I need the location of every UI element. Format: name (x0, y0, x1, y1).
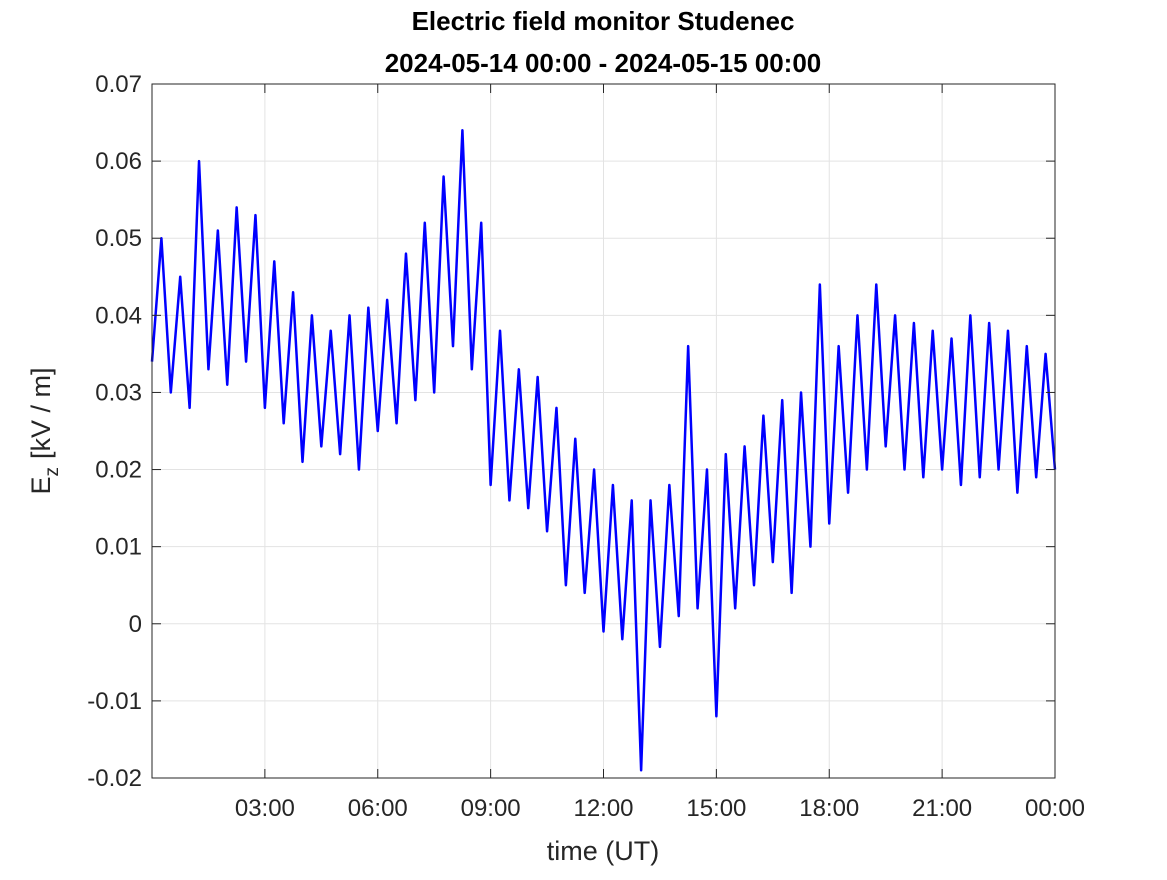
y-label-unit: [kV / m] (26, 367, 56, 459)
x-tick-label: 09:00 (461, 795, 521, 822)
y-tick-label: -0.02 (87, 765, 142, 792)
x-tick-label: 00:00 (1025, 795, 1085, 822)
x-tick-label: 18:00 (799, 795, 859, 822)
y-label-subscript: z (42, 467, 63, 477)
x-tick-label: 03:00 (235, 795, 295, 822)
chart-title: Electric field monitor Studenec (412, 6, 795, 36)
y-tick-label: 0.01 (95, 534, 142, 561)
y-tick-label: 0.04 (95, 302, 142, 329)
x-axis-label: time (UT) (547, 836, 659, 866)
y-tick-label: -0.01 (87, 688, 142, 715)
x-tick-label: 21:00 (912, 795, 972, 822)
ticks: -0.02 -0.01 0 0.01 0.02 0.03 0.04 0.05 0.06 0.07 0… (87, 71, 1085, 822)
x-tick-label: 06:00 (348, 795, 408, 822)
y-label-symbol: E (26, 477, 56, 495)
y-tick-label: 0 (129, 611, 142, 638)
y-tick-label: 0.02 (95, 457, 142, 484)
y-tick-label: 0.06 (95, 148, 142, 175)
x-tick-label: 15:00 (686, 795, 746, 822)
y-tick-label: 0.07 (95, 71, 142, 98)
y-axis-label: Ez [kV / m] (26, 367, 63, 494)
data-line (150, 129, 1057, 772)
y-tick-label: 0.05 (95, 225, 142, 252)
plot (150, 129, 1057, 772)
x-tick-label: 12:00 (573, 795, 633, 822)
chart-subtitle: 2024-05-14 00:00 - 2024-05-15 00:00 (385, 48, 822, 78)
y-tick-label: 0.03 (95, 379, 142, 406)
